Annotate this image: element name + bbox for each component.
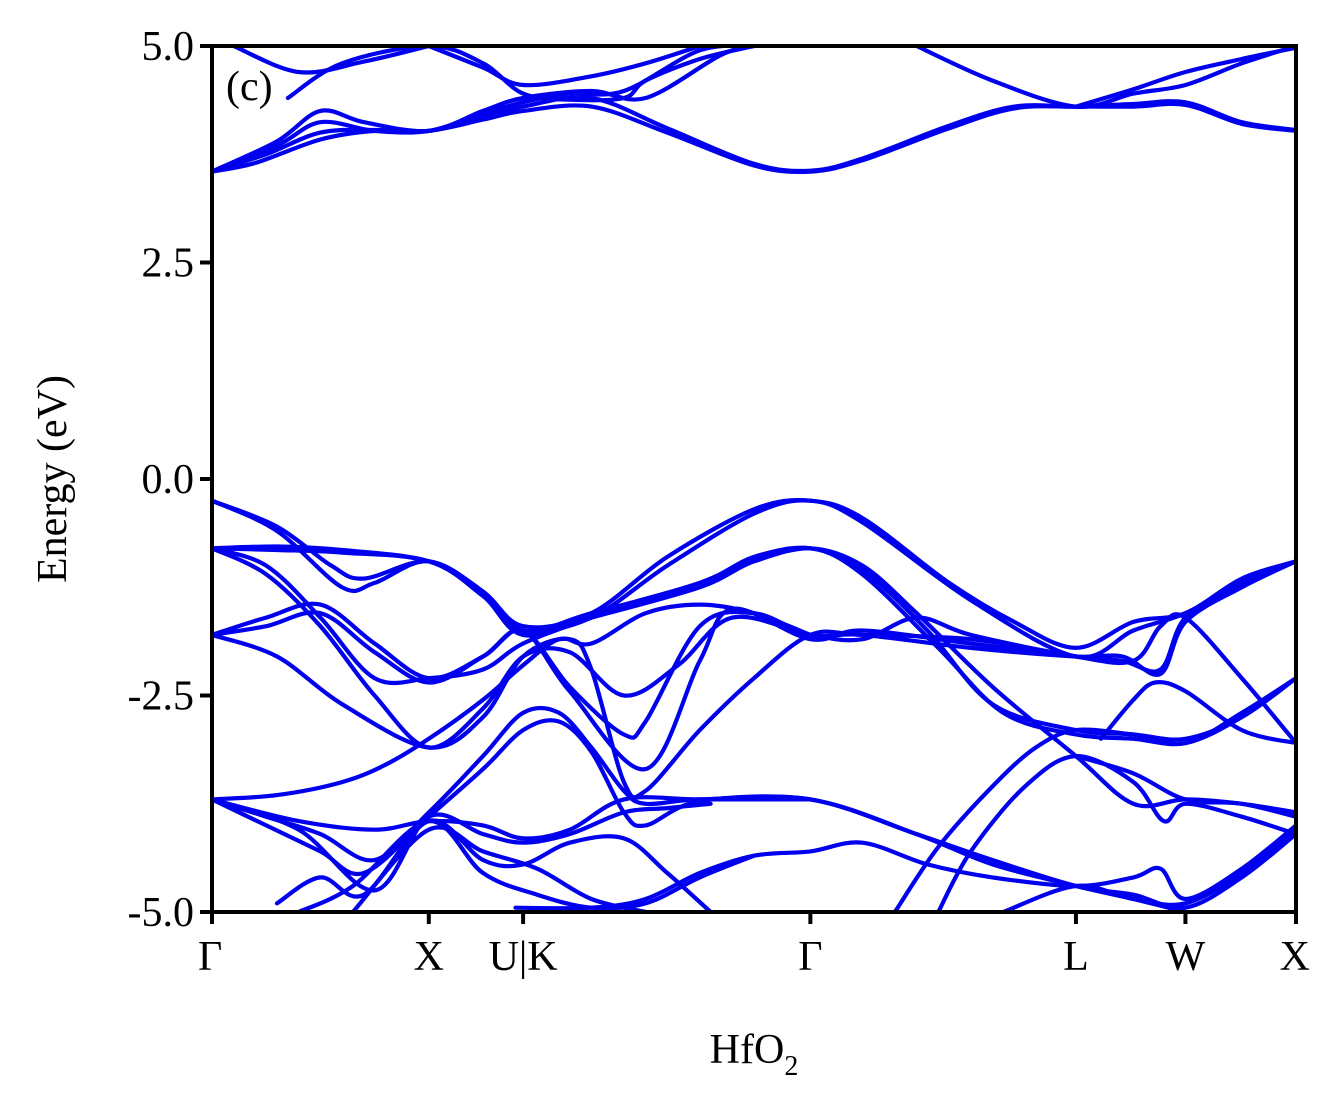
y-tick-label: -2.5: [128, 674, 195, 720]
y-axis-label: Energy (eV): [30, 375, 76, 583]
kpoint-label: L: [1063, 934, 1089, 980]
band-line-32: [1098, 680, 1296, 746]
band-line-26: [350, 825, 648, 912]
y-tick-label: 2.5: [142, 241, 195, 287]
band-line-19: [212, 602, 813, 802]
y-tick-label: 5.0: [142, 24, 195, 70]
band-line-30: [1001, 827, 1296, 912]
kpoint-label: W: [1166, 934, 1206, 980]
kpoint-label: Γ: [798, 934, 822, 980]
band-line-18: [212, 629, 1078, 800]
band-line-22: [212, 795, 813, 841]
y-tick-label: -5.0: [128, 890, 195, 936]
kpoint-label: Γ: [198, 934, 222, 980]
kpoint-label: X: [414, 934, 444, 980]
band-line-16: [212, 559, 1296, 740]
panel-label: (c): [226, 64, 273, 110]
band-line-28: [892, 676, 1296, 912]
band-line-25: [296, 819, 757, 912]
x-axis-label-subscript: 2: [784, 1051, 798, 1082]
band-line-29: [936, 753, 1296, 912]
band-line-9: [1073, 46, 1296, 109]
kpoint-label: U|K: [489, 934, 558, 980]
band-line-4: [212, 46, 757, 174]
kpoint-label: X: [1280, 934, 1310, 980]
band-line-7: [426, 46, 702, 88]
y-axis-ticks: 5.0 2.5 0.0 -2.5 -5.0: [128, 24, 212, 936]
band-line-31: [1073, 754, 1296, 819]
x-axis-ticks: Γ X U|K Γ L W X: [198, 912, 1310, 980]
band-line-10: [212, 497, 1296, 650]
y-tick-label: 0.0: [142, 457, 195, 503]
band-line-23: [212, 797, 713, 893]
band-line-21: [212, 718, 1188, 912]
band-line-15: [212, 546, 1296, 750]
x-axis-label-main: HfO: [710, 1027, 785, 1073]
band-line-8: [914, 46, 1296, 109]
x-axis-label: HfO2: [710, 1027, 799, 1082]
band-line-17: [212, 559, 1296, 772]
band-line-27: [513, 823, 1296, 911]
band-line-11: [212, 498, 1296, 660]
band-line-14: [212, 546, 1296, 815]
band-lines: [212, 46, 1296, 912]
band-line-6: [285, 46, 757, 103]
